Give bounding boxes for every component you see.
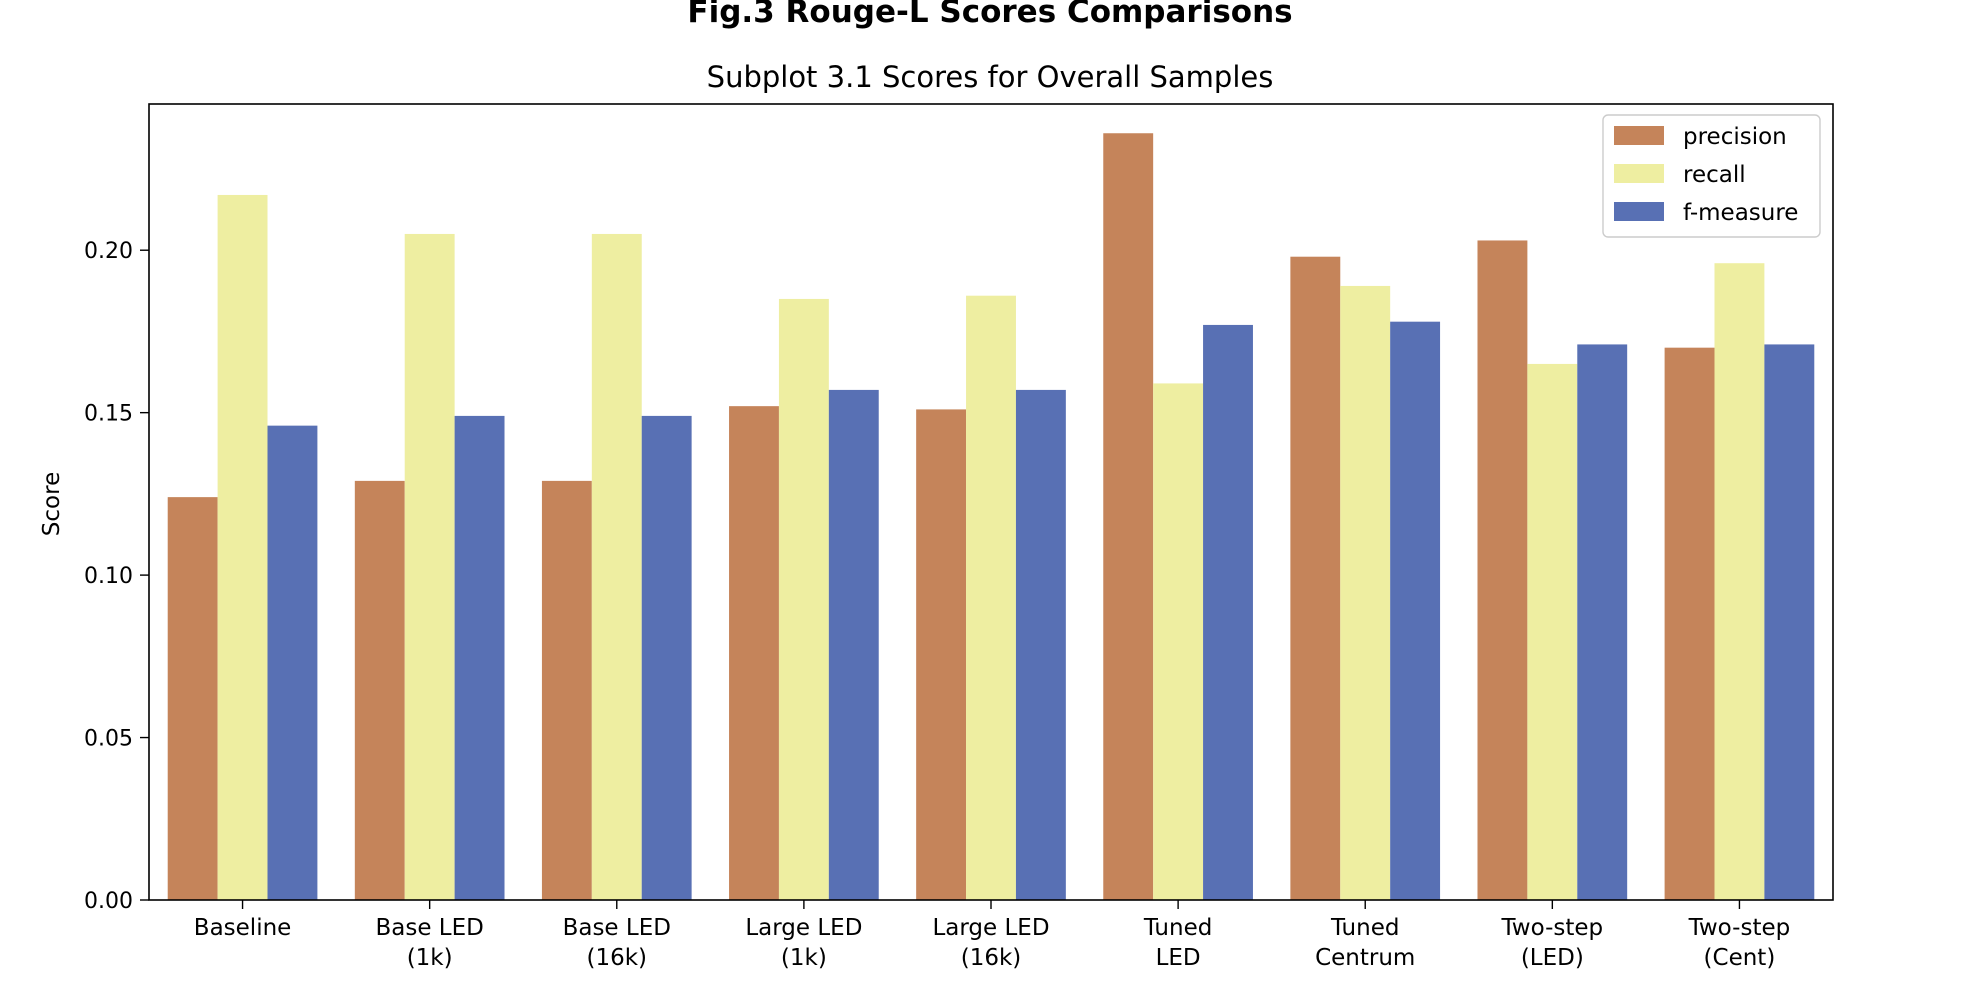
bar-f-measure-3	[828, 389, 879, 900]
bar-precision-4	[916, 409, 967, 900]
bar-precision-3	[729, 406, 779, 900]
bar-recall-6	[1340, 285, 1391, 900]
legend-swatch-recall	[1614, 164, 1664, 183]
x-tick-label: Baseline	[194, 915, 292, 941]
bar-precision-6	[1290, 256, 1341, 900]
figure-title: Fig.3 Rouge-L Scores Comparisons	[687, 0, 1292, 30]
bars-group	[167, 133, 1815, 901]
x-tick-label: Two-step (LED)	[1501, 915, 1604, 971]
y-tick-label: 0.10	[84, 564, 133, 589]
x-tick-label: Base LED (16k)	[563, 915, 671, 971]
legend-label-f-measure: f-measure	[1683, 200, 1798, 226]
x-tick-label: Tuned LED	[1143, 915, 1212, 971]
x-tick-label: Two-step (Cent)	[1688, 915, 1791, 971]
bar-f-measure-0	[267, 425, 318, 900]
legend-label-precision: precision	[1683, 124, 1787, 150]
x-tick-label: Large LED (1k)	[745, 915, 862, 971]
y-tick-label: 0.05	[84, 727, 133, 752]
legend: precision recall f-measure	[1602, 114, 1821, 238]
y-axis-label: Score	[39, 472, 65, 536]
bar-recall-2	[591, 233, 642, 901]
bar-recall-7	[1527, 363, 1578, 901]
bar-recall-0	[217, 194, 268, 900]
x-tick-label: Tuned Centrum	[1315, 915, 1415, 971]
y-axis: 0.00 0.05 0.10 0.15 0.20	[84, 239, 149, 914]
bar-recall-3	[778, 298, 829, 900]
bar-f-measure-5	[1203, 324, 1253, 900]
x-axis: Baseline Base LED (1k) Base LED (16k) Large L…	[194, 900, 1790, 971]
chart-title: Subplot 3.1 Scores for Overall Samples	[707, 60, 1274, 94]
legend-label-recall: recall	[1683, 162, 1746, 188]
legend-swatch-precision	[1614, 126, 1664, 145]
bar-f-measure-1	[454, 415, 505, 900]
bar-precision-1	[354, 480, 405, 900]
bar-precision-0	[167, 497, 218, 900]
bar-recall-8	[1714, 263, 1765, 900]
bar-precision-2	[541, 480, 592, 900]
bar-recall-5	[1153, 383, 1204, 900]
bar-f-measure-8	[1764, 344, 1815, 900]
legend-swatch-f-measure	[1614, 202, 1664, 221]
x-tick-label: Large LED (16k)	[932, 915, 1049, 971]
bar-f-measure-2	[641, 415, 692, 900]
bar-precision-7	[1477, 240, 1528, 900]
bar-recall-1	[404, 233, 455, 901]
bar-f-measure-6	[1390, 321, 1441, 900]
bar-recall-4	[966, 295, 1016, 900]
y-tick-label: 0.00	[84, 889, 133, 914]
bar-precision-5	[1103, 133, 1154, 900]
y-tick-label: 0.20	[84, 239, 133, 264]
bar-precision-8	[1664, 347, 1715, 900]
bar-f-measure-4	[1015, 389, 1066, 900]
y-tick-label: 0.15	[84, 402, 133, 427]
bar-f-measure-7	[1577, 344, 1628, 900]
x-tick-label: Base LED (1k)	[375, 915, 483, 971]
